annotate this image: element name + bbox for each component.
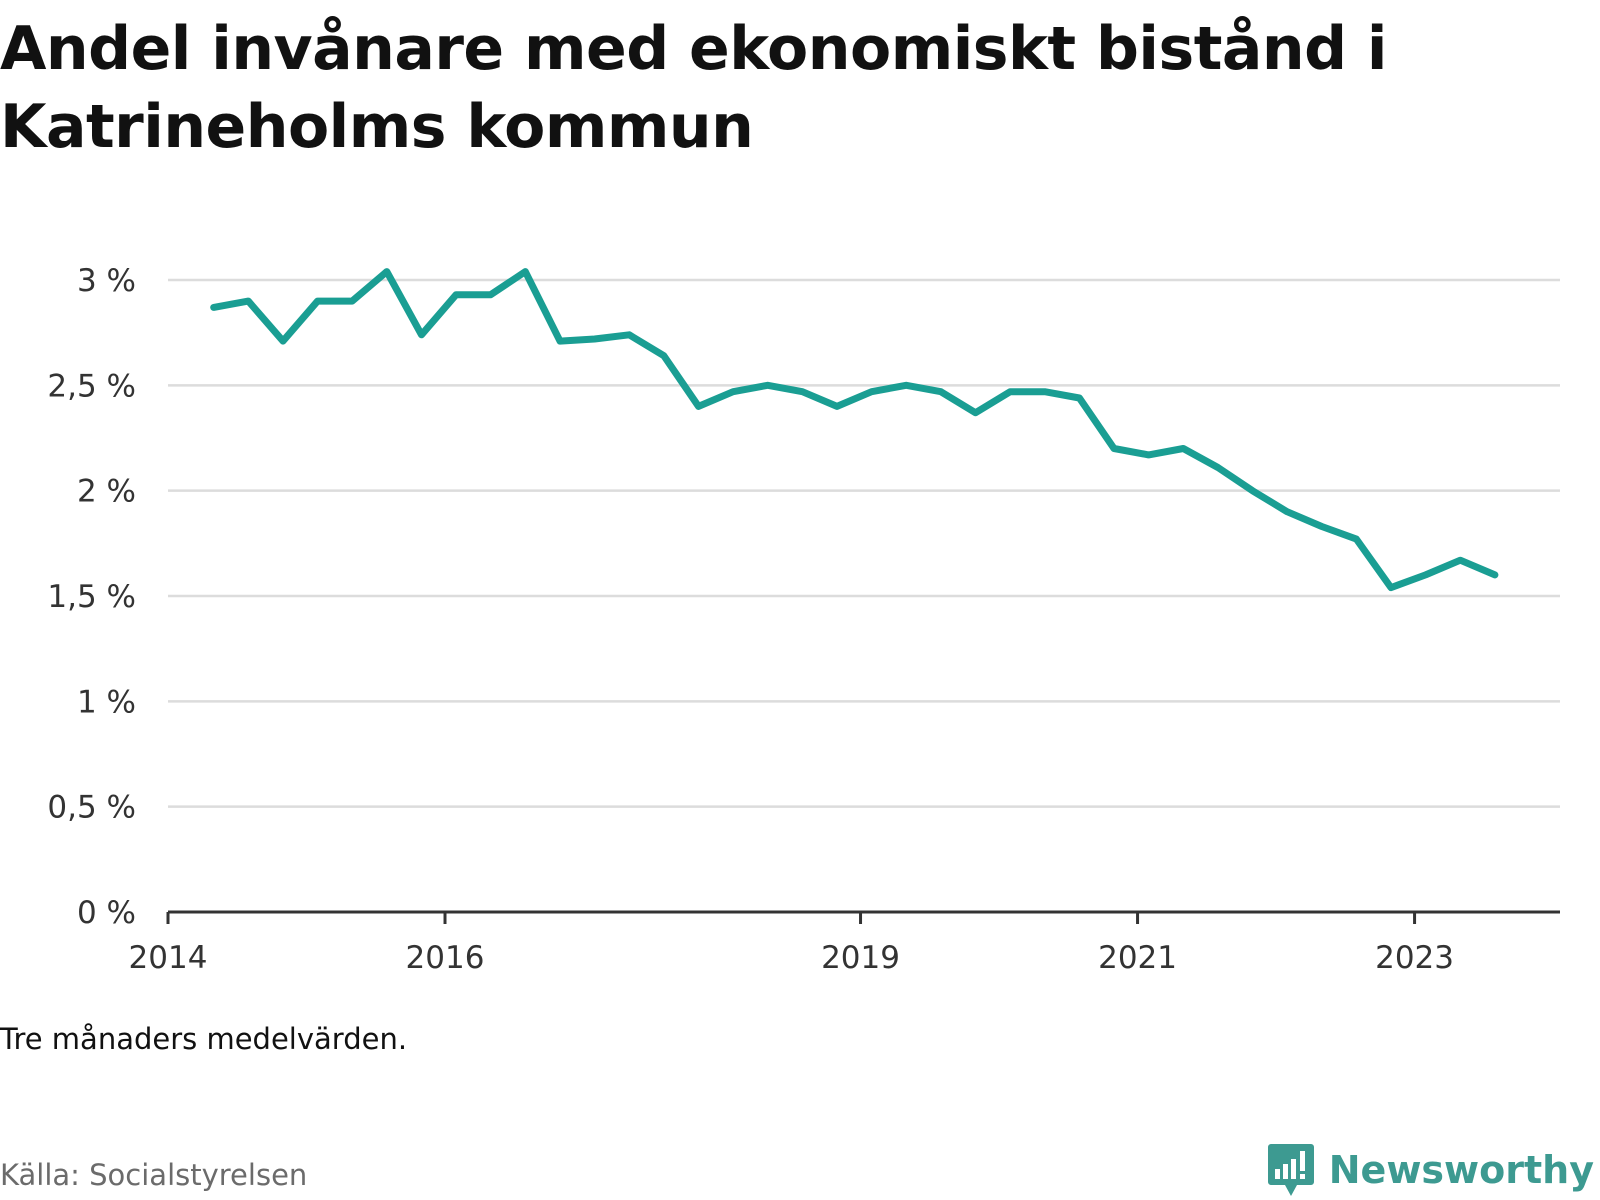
series-line bbox=[210, 268, 1499, 592]
y-tick-label: 0 % bbox=[77, 895, 136, 931]
y-tick-label: 1 % bbox=[77, 684, 136, 720]
chart-note: Tre månaders medelvärden. bbox=[0, 1022, 408, 1056]
brand-logo: Newsworthy bbox=[1267, 1140, 1594, 1200]
brand-name: Newsworthy bbox=[1328, 1148, 1594, 1192]
y-tick-label: 0,5 % bbox=[47, 790, 136, 826]
line-chart: 0 % 0,5 % 1 % 1,5 % 2 % 2,5 % 3 % 2014 2016 2019… bbox=[47, 263, 1560, 976]
source-credit: Källa: Socialstyrelsen bbox=[0, 1158, 308, 1192]
y-tick-label: 1,5 % bbox=[47, 579, 136, 615]
y-tick-label: 3 % bbox=[77, 263, 136, 299]
x-tick-label: 2016 bbox=[406, 940, 485, 976]
x-tick-label: 2014 bbox=[129, 940, 208, 976]
y-tick-label: 2 % bbox=[77, 474, 136, 510]
x-tick-label: 2021 bbox=[1098, 940, 1177, 976]
chart-title: Andel invånare med ekonomiskt bistånd i … bbox=[0, 14, 1387, 162]
gridlines bbox=[168, 278, 1560, 808]
x-tick-label: 2023 bbox=[1375, 940, 1454, 976]
x-tick-label: 2019 bbox=[821, 940, 900, 976]
x-axis-ticks: 2014 2016 2019 2021 2023 bbox=[129, 912, 1454, 976]
y-tick-label: 2,5 % bbox=[47, 368, 136, 404]
newsworthy-logo-icon bbox=[1267, 1144, 1314, 1196]
y-axis-tick-labels: 0 % 0,5 % 1 % 1,5 % 2 % 2,5 % 3 % bbox=[47, 263, 136, 931]
